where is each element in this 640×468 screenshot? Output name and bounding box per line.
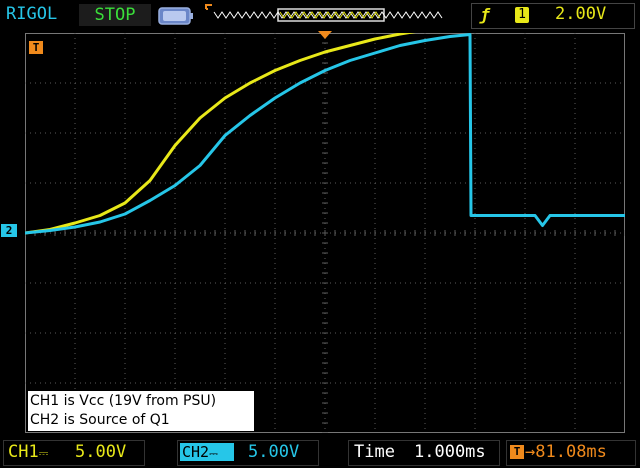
trigger-edge-icon: ƒ xyxy=(480,5,490,24)
memory-waveform-indicator[interactable] xyxy=(204,3,448,27)
ch1-name: CH1 xyxy=(8,442,39,462)
timebase-panel[interactable] xyxy=(348,440,500,466)
ch2-label: CH2⎓ xyxy=(180,443,234,461)
timebase-label: Time xyxy=(354,442,395,462)
ch1-scale-panel[interactable] xyxy=(3,440,145,466)
ch2-offset-marker[interactable]: 2 xyxy=(1,224,17,237)
ch2-name: CH2 xyxy=(182,443,210,461)
time-marker[interactable]: T xyxy=(29,41,43,54)
trigger-panel[interactable] xyxy=(471,3,635,29)
ch2-trace xyxy=(25,33,625,235)
graticule xyxy=(25,33,625,433)
trigger-offset-number: 81.08ms xyxy=(535,442,607,462)
ch2-volts-per-div: 5.00V xyxy=(248,442,300,462)
run-status-badge[interactable]: STOP xyxy=(79,4,151,26)
timebase-value: 1.000ms xyxy=(414,442,486,462)
trigger-level: 2.00V xyxy=(555,4,607,24)
waveform-display[interactable] xyxy=(25,33,625,433)
annotation-line-1: CH1 is Vcc (19V from PSU) xyxy=(30,393,217,409)
battery-icon xyxy=(158,7,193,25)
annotation-line-2: CH2 is Source of Q1 xyxy=(30,412,170,428)
trigger-offset-panel[interactable] xyxy=(506,440,636,466)
trigger-offset-value: →81.08ms xyxy=(525,440,607,464)
ch1-volts-per-div: 5.00V xyxy=(75,442,127,462)
ch1-label: CH1⎓ xyxy=(8,440,48,464)
brand-logo: RIGOL xyxy=(6,4,58,24)
dc-coupling-icon: ⎓ xyxy=(209,447,218,460)
ch2-scale-panel[interactable] xyxy=(177,440,319,466)
annotation-box: CH1 is Vcc (19V from PSU) CH2 is Source … xyxy=(28,391,254,431)
dc-coupling-icon: ⎓ xyxy=(38,446,49,460)
ch1-trace xyxy=(25,33,416,235)
trigger-position-marker[interactable] xyxy=(318,31,332,39)
trigger-offset-icon: T xyxy=(510,445,524,459)
right-arrow-icon: → xyxy=(525,442,536,462)
trigger-source-badge: 1 xyxy=(515,7,529,23)
